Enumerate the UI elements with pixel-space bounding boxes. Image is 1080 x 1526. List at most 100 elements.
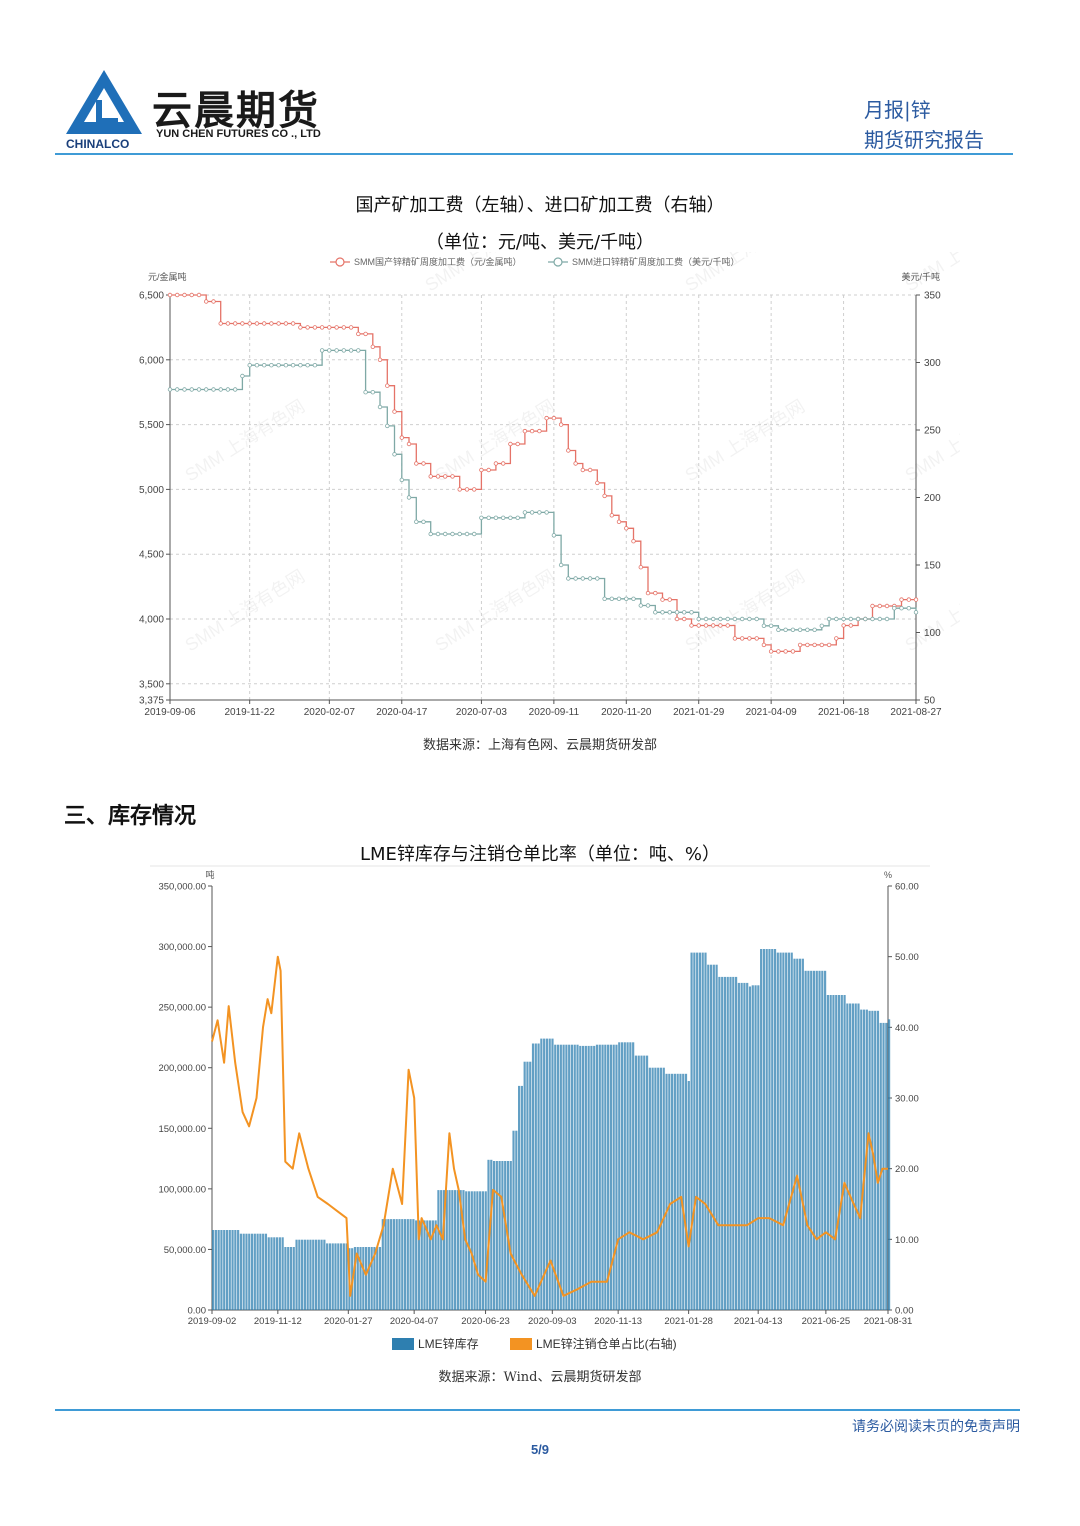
inventory-bar: [618, 1042, 621, 1310]
series-point: [602, 493, 607, 499]
inventory-bar: [643, 1055, 646, 1310]
series-point: [913, 610, 919, 615]
watermark-text: SMM 上海有色网: [902, 396, 960, 486]
series-point: [537, 428, 542, 434]
series-point: [790, 627, 796, 632]
y-left-tick-label: 4,500: [139, 550, 164, 561]
inventory-bar: [281, 1237, 284, 1310]
chart2-title: LME锌库存与注销仓单比率（单位：吨、%）: [359, 844, 721, 865]
series-point: [602, 596, 607, 601]
series-point: [298, 325, 303, 330]
inventory-bar: [301, 1239, 304, 1310]
series-point: [406, 441, 412, 447]
x-tick-label: 2021-01-28: [664, 1316, 713, 1327]
inventory-bar: [401, 1219, 404, 1310]
inventory-bar: [757, 985, 760, 1310]
inventory-bar: [821, 970, 824, 1310]
series-point: [544, 510, 549, 515]
series-point: [631, 539, 636, 544]
series-point: [269, 362, 274, 368]
series-point: [305, 325, 310, 330]
series-point: [624, 596, 629, 601]
series-point: [906, 606, 911, 611]
inventory-bar: [707, 964, 710, 1310]
series-point: [399, 435, 404, 440]
series-point: [182, 292, 187, 298]
series-point: [667, 597, 672, 602]
inventory-bar: [406, 1219, 409, 1310]
series-point: [892, 606, 897, 611]
y-left-tick-label: 3,375: [139, 696, 164, 707]
series-point: [616, 519, 622, 524]
inventory-bar: [657, 1067, 660, 1310]
series-point: [225, 321, 231, 326]
series-point: [508, 515, 513, 520]
series-point: [819, 642, 824, 648]
y-right-tick-label: 40.00: [895, 1023, 919, 1034]
inventory-bar: [801, 958, 804, 1310]
chart1-grid: [170, 294, 917, 700]
inventory-bar: [392, 1219, 395, 1310]
series-point: [558, 562, 564, 568]
y-right-tick-label: 0.00: [895, 1306, 914, 1317]
series-point: [276, 362, 281, 368]
inventory-bar: [662, 1067, 665, 1310]
y-left-tick-label: 250,000.00: [158, 1003, 206, 1014]
inventory-bar: [529, 1061, 532, 1310]
inventory-bar: [843, 995, 846, 1310]
series-point: [645, 603, 651, 608]
series-point: [175, 292, 180, 298]
legend-marker: [335, 257, 345, 267]
series-point: [580, 467, 585, 473]
series-point: [283, 321, 289, 326]
inventory-bar: [718, 976, 721, 1310]
series-point: [558, 422, 564, 427]
series-point: [167, 292, 173, 298]
series-point: [587, 576, 593, 581]
series-point: [319, 348, 325, 353]
inventory-bar: [712, 964, 715, 1310]
chart1-axes: 6,500 6,000 5,500 5,000 4,500 4,000 3,500 3,375…: [139, 291, 942, 719]
series-point: [573, 461, 578, 466]
series-point: [392, 409, 397, 414]
inventory-bar: [740, 982, 743, 1310]
series-point: [725, 623, 730, 628]
inventory-bar: [598, 1044, 601, 1310]
inventory-bar: [273, 1237, 276, 1310]
inventory-bar: [787, 952, 791, 1310]
series-point: [203, 299, 209, 304]
inventory-bar: [378, 1247, 382, 1310]
series-point: [218, 387, 223, 392]
y-right-tick-label: 200: [924, 493, 941, 504]
inventory-bar: [645, 1055, 649, 1310]
series-point: [834, 616, 839, 622]
series-point: [450, 531, 455, 537]
series-point: [312, 325, 318, 330]
inventory-bar: [682, 1073, 685, 1310]
inventory-bar: [581, 1045, 585, 1310]
inventory-bar: [245, 1233, 248, 1310]
inventory-bar: [612, 1044, 615, 1310]
report-category-label: 期货研究报告: [864, 128, 984, 152]
series-point: [464, 531, 470, 537]
series-point: [805, 627, 810, 632]
inventory-bar: [754, 985, 757, 1310]
inventory-bar: [448, 1190, 451, 1310]
inventory-bar: [253, 1233, 256, 1310]
series-point: [870, 616, 875, 622]
series-point: [501, 515, 506, 520]
series-point: [261, 321, 267, 326]
legend-marker: [553, 257, 563, 267]
series-point: [566, 576, 571, 581]
inventory-bar: [415, 1220, 418, 1310]
inventory-bar: [440, 1190, 443, 1310]
legend-label-2: SMM进口锌精矿周度加工费（美元/千吨）: [572, 256, 740, 267]
series-point: [718, 623, 723, 628]
chart1-left-unit: 元/金属吨: [148, 271, 187, 282]
inventory-bar: [854, 1003, 857, 1310]
series-point: [855, 616, 861, 622]
inventory-bar: [456, 1190, 459, 1310]
inventory-bar: [815, 970, 818, 1310]
inventory-bar: [696, 952, 699, 1310]
inventory-bar: [812, 970, 816, 1310]
